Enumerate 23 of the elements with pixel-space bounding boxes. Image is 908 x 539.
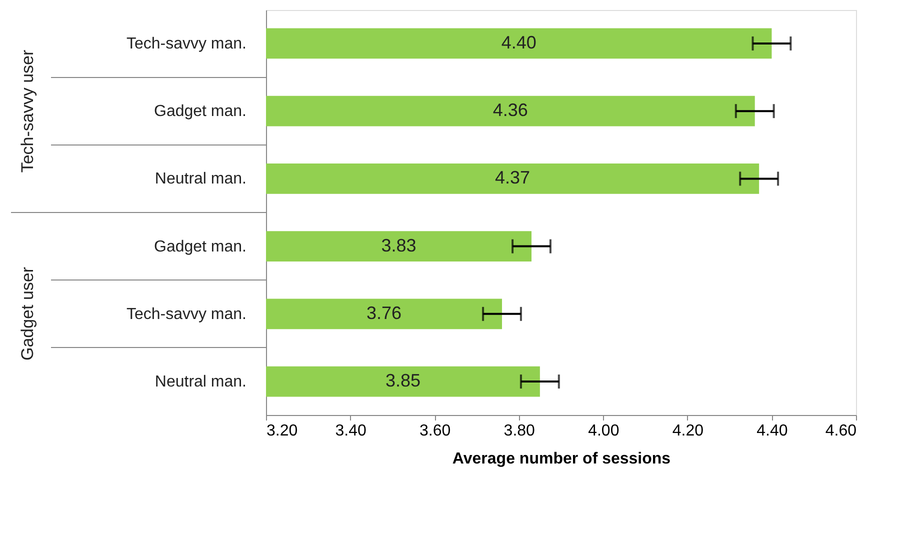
y-tick-label: Neutral man.	[154, 374, 246, 391]
data-label: 4.36	[492, 100, 528, 120]
y-tick-label: Tech-savvy man.	[126, 35, 246, 52]
x-tick-label: 3.80	[504, 422, 536, 440]
x-axis-title: Average number of sessions	[452, 450, 671, 468]
y-tick-label: Neutral man.	[154, 170, 246, 188]
y-tick-label: Gadget man.	[154, 238, 246, 256]
x-tick-label: 4.60	[825, 422, 857, 440]
x-tick-label: 4.40	[756, 422, 788, 440]
data-label: 3.76	[366, 302, 402, 323]
y-tick-label: Gadget man.	[154, 103, 246, 120]
text: Tech-savvy user	[18, 50, 37, 173]
data-label: 3.83	[381, 235, 416, 256]
x-tick-label: 3.40	[335, 422, 366, 440]
x-tick-label: 3.60	[420, 422, 451, 440]
y-tick-label: Tech-savvy man.	[126, 306, 246, 323]
data-label: 4.40	[501, 32, 536, 52]
data-label: 4.37	[495, 168, 530, 188]
x-tick-label: 4.20	[672, 422, 704, 440]
data-label: 3.85	[385, 370, 420, 391]
x-tick-label: 3.20	[266, 422, 298, 440]
x-tick-label: 4.00	[588, 422, 620, 440]
text: Gadget user	[18, 266, 37, 361]
